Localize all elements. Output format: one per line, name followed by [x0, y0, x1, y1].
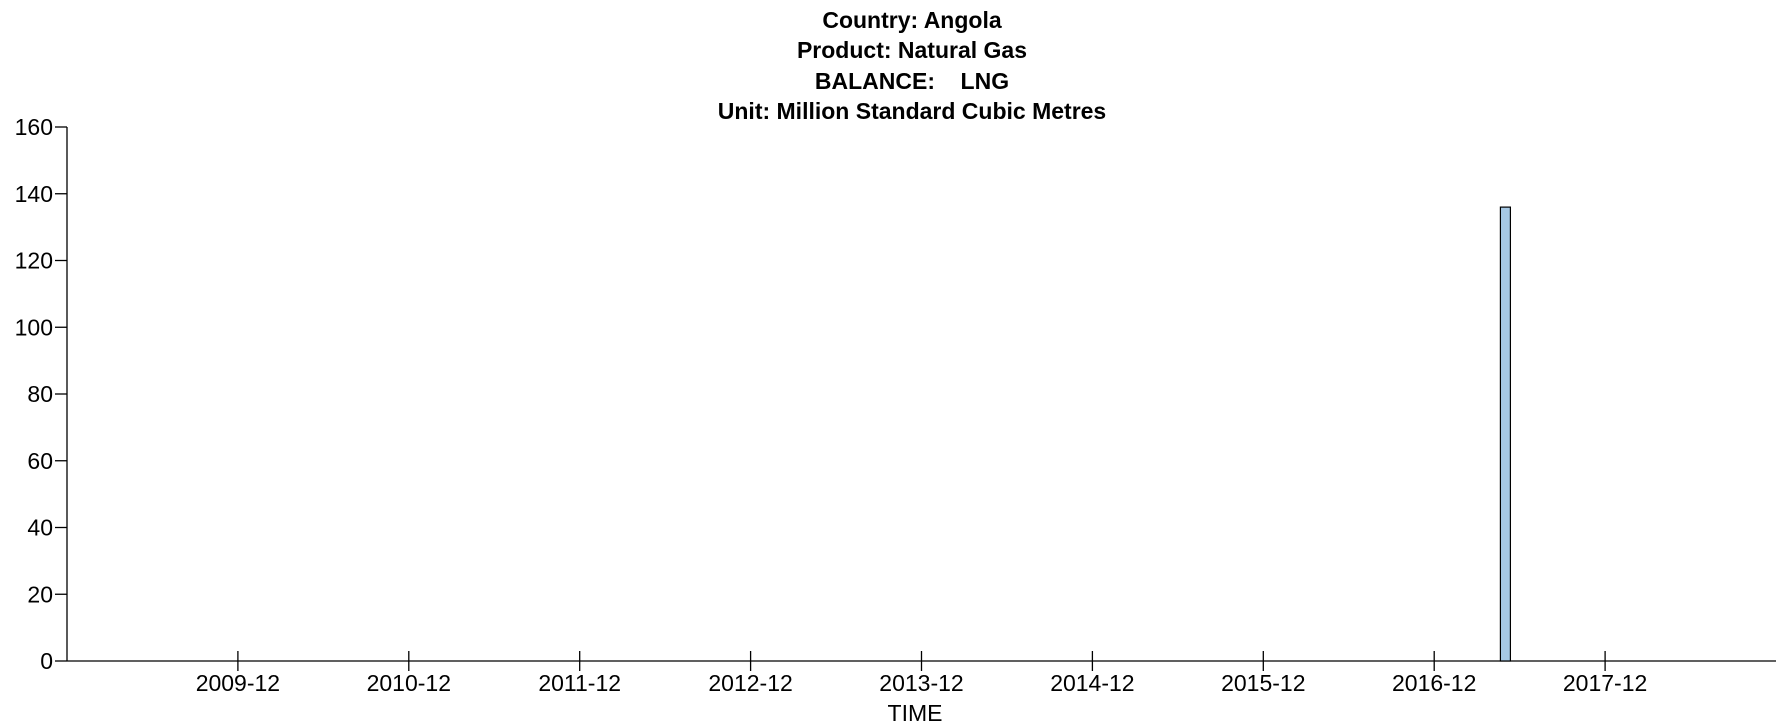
title-line-unit: Unit: Million Standard Cubic Metres: [718, 98, 1106, 124]
y-tick-label: 0: [40, 648, 53, 674]
x-tick-label: 2012-12: [708, 670, 792, 696]
x-tick-label: 2009-12: [196, 670, 280, 696]
x-tick-label: 2011-12: [538, 670, 621, 696]
title-line-country: Country: Angola: [822, 7, 1002, 33]
y-tick-label: 40: [27, 515, 53, 541]
x-tick-label: 2016-12: [1392, 670, 1476, 696]
x-tick-label: 2014-12: [1050, 670, 1134, 696]
bar: [1499, 206, 1512, 662]
y-tick-label: 120: [15, 248, 53, 274]
x-tick-label: 2015-12: [1221, 670, 1305, 696]
x-tick-label: 2017-12: [1563, 670, 1647, 696]
x-tick-label: 2010-12: [367, 670, 451, 696]
y-tick-label: 20: [27, 581, 53, 607]
x-tick-label: 2013-12: [879, 670, 963, 696]
y-tick-label: 60: [27, 448, 53, 474]
title-line-balance: BALANCE: LNG: [815, 68, 1009, 94]
y-tick-label: 100: [15, 314, 53, 340]
y-tick-label: 140: [15, 181, 53, 207]
y-tick-label: 160: [15, 114, 53, 140]
title-line-product: Product: Natural Gas: [797, 37, 1027, 63]
x-axis: 2009-12 2010-12 2011-12 2012-12 2013-12 2014-…: [67, 651, 1776, 696]
y-axis: 0 20 40 60 80 100 120 140 160: [15, 114, 68, 674]
bar-series: [1499, 206, 1512, 662]
y-tick-label: 80: [27, 381, 53, 407]
x-axis-title: TIME: [888, 700, 943, 724]
chart-title: Country: Angola Product: Natural Gas BAL…: [718, 7, 1106, 124]
